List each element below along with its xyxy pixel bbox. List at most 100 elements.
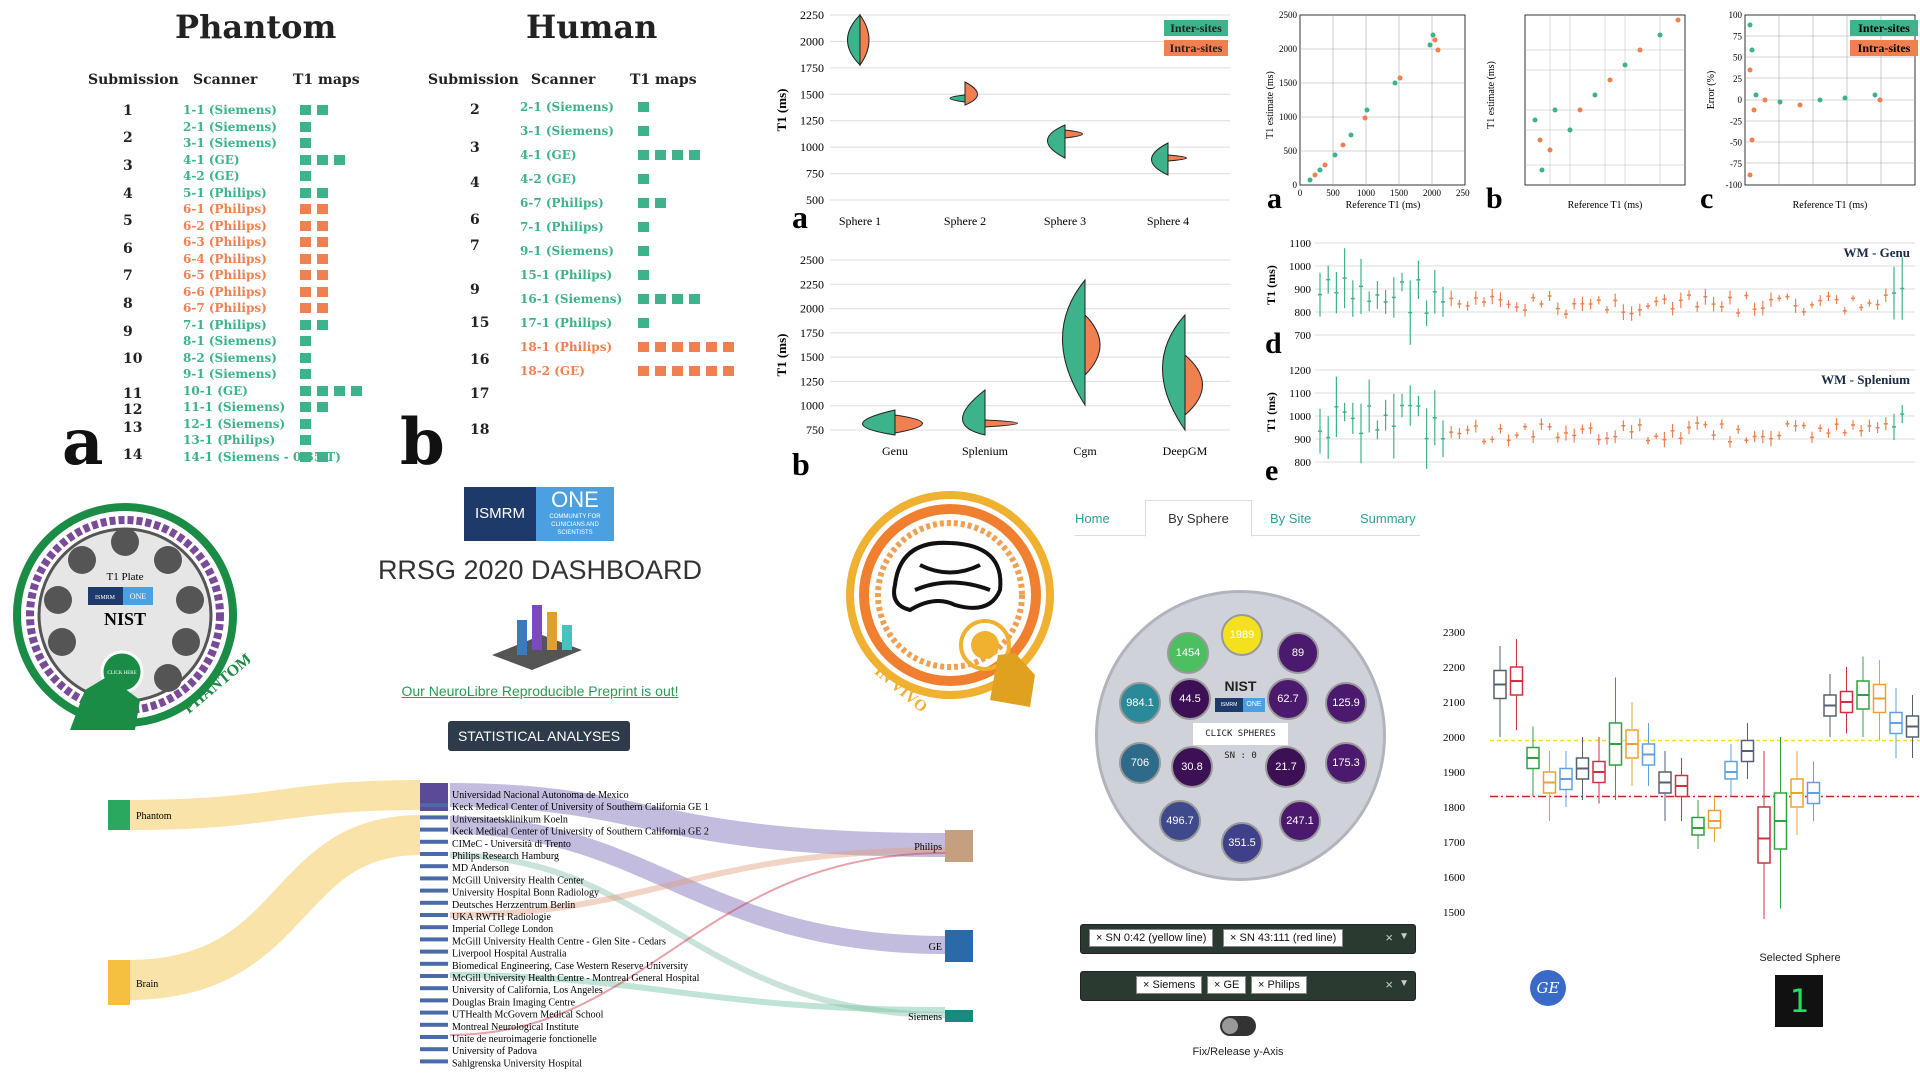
box[interactable] xyxy=(1773,737,1788,909)
box[interactable] xyxy=(1526,726,1540,797)
t1-map-thumbnail[interactable] xyxy=(655,198,666,208)
box[interactable] xyxy=(1493,646,1507,737)
t1-map-thumbnail[interactable] xyxy=(317,187,328,198)
t1-map-thumbnail[interactable] xyxy=(638,102,649,112)
sphere-button[interactable]: 44.5 xyxy=(1169,678,1211,720)
t1-map-thumbnail[interactable] xyxy=(723,342,734,352)
tab-home[interactable]: Home xyxy=(1075,511,1110,526)
t1-map-thumbnail[interactable] xyxy=(300,286,311,297)
box[interactable] xyxy=(1691,800,1705,849)
box[interactable] xyxy=(1625,702,1639,786)
t1-map-thumbnail[interactable] xyxy=(638,222,649,232)
chip-yellow-line[interactable]: × SN 0:42 (yellow line) xyxy=(1089,929,1214,947)
t1-map-thumbnail[interactable] xyxy=(672,342,683,352)
t1-map-thumbnail[interactable] xyxy=(655,294,666,304)
sphere-button[interactable]: 89 xyxy=(1277,632,1319,674)
phantom-logo-button[interactable]: T1 Plate ISMRM ONE NIST CLICK HERE PHANT… xyxy=(10,500,250,750)
t1-map-thumbnail[interactable] xyxy=(689,150,700,160)
t1-map-thumbnail[interactable] xyxy=(300,435,311,445)
t1-map-thumbnail[interactable] xyxy=(655,366,666,376)
t1-map-thumbnail[interactable] xyxy=(300,237,311,247)
box[interactable] xyxy=(1641,723,1656,786)
box[interactable] xyxy=(1823,674,1837,737)
box[interactable] xyxy=(1542,751,1557,821)
box[interactable] xyxy=(1757,751,1771,919)
t1-map-thumbnail[interactable] xyxy=(638,150,649,160)
box[interactable] xyxy=(1872,660,1887,741)
invivo-logo-button[interactable]: IN VIVO xyxy=(840,485,1070,735)
t1-map-thumbnail[interactable] xyxy=(300,319,311,330)
t1-map-thumbnail[interactable] xyxy=(689,342,700,352)
clear-all-icon[interactable]: × xyxy=(1385,930,1393,945)
box[interactable] xyxy=(1707,796,1722,843)
box[interactable] xyxy=(1856,656,1870,738)
remove-chip-icon[interactable]: × xyxy=(1230,932,1237,944)
sphere-button[interactable]: 351.5 xyxy=(1221,822,1263,864)
preprint-link[interactable]: Our NeuroLibre Reproducible Preprint is … xyxy=(401,683,679,699)
t1-map-thumbnail[interactable] xyxy=(672,150,683,160)
sphere-button[interactable]: 175.3 xyxy=(1325,742,1367,784)
sphere-button[interactable]: 706 xyxy=(1119,742,1161,784)
remove-chip-icon[interactable]: × xyxy=(1258,979,1265,991)
box[interactable] xyxy=(1608,677,1623,801)
t1-map-thumbnail[interactable] xyxy=(638,198,649,208)
remove-chip-icon[interactable]: × xyxy=(1214,979,1221,991)
t1-map-thumbnail[interactable] xyxy=(317,385,328,396)
t1-map-thumbnail[interactable] xyxy=(317,105,328,115)
t1-map-thumbnail[interactable] xyxy=(317,303,328,313)
tab-by-sphere[interactable]: By Sphere xyxy=(1145,500,1252,537)
t1-map-thumbnail[interactable] xyxy=(300,385,311,396)
chip-red-line[interactable]: × SN 43:111 (red line) xyxy=(1223,929,1344,947)
t1-map-thumbnail[interactable] xyxy=(317,319,328,330)
box[interactable] xyxy=(1559,751,1573,807)
sphere-button[interactable]: 1454 xyxy=(1167,632,1209,674)
t1-map-thumbnail[interactable] xyxy=(317,253,328,264)
sphere-button[interactable]: 21.7 xyxy=(1265,746,1307,788)
t1-map-thumbnail[interactable] xyxy=(672,366,683,376)
box[interactable] xyxy=(1790,751,1804,835)
remove-chip-icon[interactable]: × xyxy=(1096,932,1103,944)
sphere-button[interactable]: 62.7 xyxy=(1267,678,1309,720)
sphere-button[interactable]: 984.1 xyxy=(1119,682,1161,724)
clear-all-icon[interactable]: × xyxy=(1385,977,1393,992)
t1-map-thumbnail[interactable] xyxy=(300,220,311,231)
box[interactable] xyxy=(1658,751,1672,821)
t1-map-thumbnail[interactable] xyxy=(706,366,717,376)
remove-chip-icon[interactable]: × xyxy=(1143,979,1150,991)
t1-map-thumbnail[interactable] xyxy=(672,294,683,304)
t1-map-thumbnail[interactable] xyxy=(317,402,328,412)
t1-map-thumbnail[interactable] xyxy=(300,369,311,379)
tab-by-site[interactable]: By Site xyxy=(1270,511,1312,526)
chip-siemens[interactable]: × Siemens xyxy=(1136,976,1203,994)
box[interactable] xyxy=(1889,688,1903,758)
t1-map-thumbnail[interactable] xyxy=(655,150,666,160)
t1-map-thumbnail[interactable] xyxy=(655,342,666,352)
tab-summary[interactable]: Summary xyxy=(1360,511,1416,526)
t1-map-thumbnail[interactable] xyxy=(638,270,649,280)
t1-map-thumbnail[interactable] xyxy=(300,336,311,346)
box[interactable] xyxy=(1592,737,1606,804)
box[interactable] xyxy=(1724,744,1738,797)
sphere-button[interactable]: 496.7 xyxy=(1159,800,1201,842)
t1-map-thumbnail[interactable] xyxy=(317,154,328,165)
t1-map-thumbnail[interactable] xyxy=(638,294,649,304)
t1-map-thumbnail[interactable] xyxy=(300,270,311,280)
t1-map-thumbnail[interactable] xyxy=(300,253,311,264)
vendor-filter-dropdown[interactable]: × Siemens × GE × Philips × ▼ xyxy=(1080,971,1416,1001)
t1-map-thumbnail[interactable] xyxy=(638,366,649,376)
t1-map-thumbnail[interactable] xyxy=(317,204,328,214)
t1-map-thumbnail[interactable] xyxy=(317,286,328,297)
statistical-analyses-button[interactable]: STATISTICAL ANALYSES xyxy=(448,721,630,751)
t1-map-thumbnail[interactable] xyxy=(300,121,311,132)
t1-map-thumbnail[interactable] xyxy=(334,385,345,396)
t1-map-thumbnail[interactable] xyxy=(638,246,649,256)
t1-map-thumbnail[interactable] xyxy=(317,220,328,231)
t1-map-thumbnail[interactable] xyxy=(689,366,700,376)
t1-map-thumbnail[interactable] xyxy=(317,451,328,462)
line-filter-dropdown[interactable]: × SN 0:42 (yellow line) × SN 43:111 (red… xyxy=(1080,924,1416,954)
chip-ge[interactable]: × GE xyxy=(1207,976,1247,994)
box[interactable] xyxy=(1575,737,1590,800)
t1-map-thumbnail[interactable] xyxy=(300,105,311,115)
t1-map-thumbnail[interactable] xyxy=(351,385,362,396)
t1-map-thumbnail[interactable] xyxy=(300,303,311,313)
